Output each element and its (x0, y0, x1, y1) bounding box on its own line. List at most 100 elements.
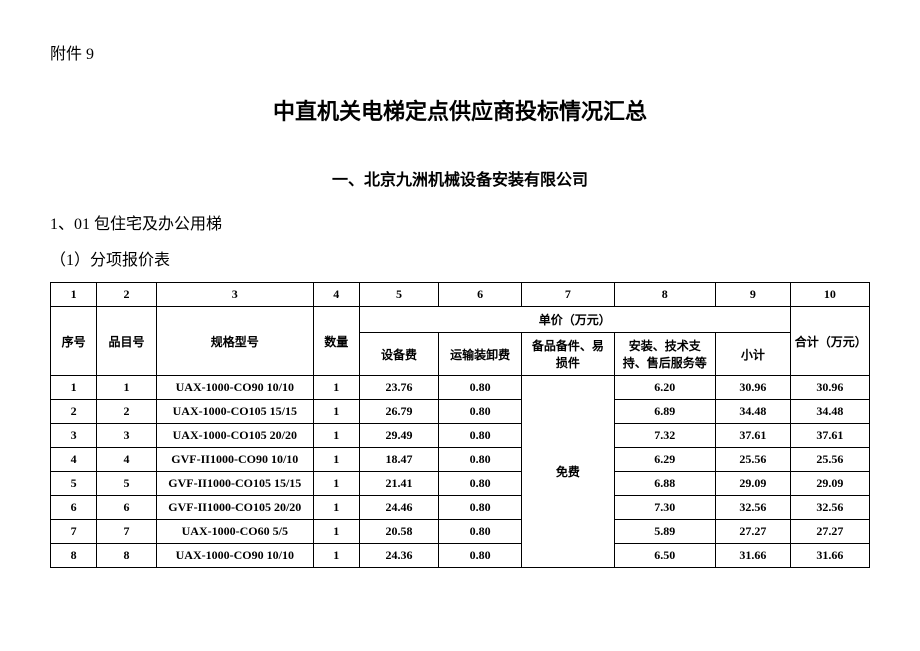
price-table: 1 2 3 4 5 6 7 8 9 10 序号 品目号 规格型号 数量 单价（万… (50, 282, 870, 568)
company-title: 一、北京九洲机械设备安装有限公司 (50, 166, 870, 190)
cell-total: 27.27 (790, 520, 869, 544)
main-title: 中直机关电梯定点供应商投标情况汇总 (50, 94, 870, 126)
cell-model: GVF-II1000-CO90 10/10 (156, 448, 313, 472)
section-label: 1、01 包住宅及办公用梯 (50, 210, 870, 234)
cell-sub: 25.56 (716, 448, 791, 472)
table-row: 88UAX-1000-CO90 10/10124.360.806.5031.66… (51, 544, 870, 568)
cell-sub: 32.56 (716, 496, 791, 520)
cell-qty: 1 (313, 520, 359, 544)
table-row: 33UAX-1000-CO105 20/20129.490.807.3237.6… (51, 424, 870, 448)
h-spare: 备品备件、易损件 (522, 333, 614, 376)
cell-total: 31.66 (790, 544, 869, 568)
cell-install: 6.29 (614, 448, 715, 472)
cell-install: 6.88 (614, 472, 715, 496)
cell-item: 2 (97, 400, 157, 424)
table-row: 44GVF-II1000-CO90 10/10118.470.806.2925.… (51, 448, 870, 472)
cell-seq: 6 (51, 496, 97, 520)
hn-10: 10 (790, 283, 869, 307)
table-row: 66GVF-II1000-CO105 20/20124.460.807.3032… (51, 496, 870, 520)
cell-trans: 0.80 (439, 424, 522, 448)
table-row: 22UAX-1000-CO105 15/15126.790.806.8934.4… (51, 400, 870, 424)
h-qty: 数量 (313, 307, 359, 376)
cell-equip: 21.41 (359, 472, 438, 496)
hn-7: 7 (522, 283, 614, 307)
h-subtotal: 小计 (716, 333, 791, 376)
cell-install: 6.20 (614, 376, 715, 400)
cell-equip: 29.49 (359, 424, 438, 448)
cell-seq: 5 (51, 472, 97, 496)
cell-sub: 30.96 (716, 376, 791, 400)
cell-total: 34.48 (790, 400, 869, 424)
cell-seq: 3 (51, 424, 97, 448)
cell-trans: 0.80 (439, 448, 522, 472)
table-row: 55GVF-II1000-CO105 15/15121.410.806.8829… (51, 472, 870, 496)
cell-model: UAX-1000-CO105 15/15 (156, 400, 313, 424)
cell-qty: 1 (313, 400, 359, 424)
hn-3: 3 (156, 283, 313, 307)
cell-total: 32.56 (790, 496, 869, 520)
hn-5: 5 (359, 283, 438, 307)
cell-free: 免费 (522, 376, 614, 568)
cell-qty: 1 (313, 544, 359, 568)
cell-sub: 31.66 (716, 544, 791, 568)
attachment-label: 附件 9 (50, 40, 870, 64)
table-row: 11UAX-1000-CO90 10/10123.760.80免费6.2030.… (51, 376, 870, 400)
cell-install: 6.89 (614, 400, 715, 424)
cell-equip: 23.76 (359, 376, 438, 400)
cell-seq: 8 (51, 544, 97, 568)
hn-9: 9 (716, 283, 791, 307)
cell-item: 4 (97, 448, 157, 472)
h-install: 安装、技术支持、售后服务等 (614, 333, 715, 376)
table-row: 77UAX-1000-CO60 5/5120.580.805.8927.2727… (51, 520, 870, 544)
cell-equip: 20.58 (359, 520, 438, 544)
cell-qty: 1 (313, 424, 359, 448)
cell-install: 5.89 (614, 520, 715, 544)
h-model: 规格型号 (156, 307, 313, 376)
cell-trans: 0.80 (439, 520, 522, 544)
cell-trans: 0.80 (439, 400, 522, 424)
cell-sub: 34.48 (716, 400, 791, 424)
cell-seq: 4 (51, 448, 97, 472)
cell-install: 6.50 (614, 544, 715, 568)
cell-total: 37.61 (790, 424, 869, 448)
cell-total: 29.09 (790, 472, 869, 496)
cell-equip: 24.46 (359, 496, 438, 520)
h-trans: 运输装卸费 (439, 333, 522, 376)
h-seq: 序号 (51, 307, 97, 376)
cell-install: 7.32 (614, 424, 715, 448)
cell-item: 7 (97, 520, 157, 544)
cell-model: UAX-1000-CO90 10/10 (156, 376, 313, 400)
cell-model: UAX-1000-CO60 5/5 (156, 520, 313, 544)
cell-trans: 0.80 (439, 496, 522, 520)
cell-qty: 1 (313, 376, 359, 400)
hn-1: 1 (51, 283, 97, 307)
cell-qty: 1 (313, 448, 359, 472)
cell-total: 25.56 (790, 448, 869, 472)
cell-seq: 1 (51, 376, 97, 400)
cell-equip: 24.36 (359, 544, 438, 568)
h-unitprice: 单价（万元） (359, 307, 790, 333)
h-equip: 设备费 (359, 333, 438, 376)
header-row-1: 序号 品目号 规格型号 数量 单价（万元） 合计（万元） (51, 307, 870, 333)
cell-trans: 0.80 (439, 376, 522, 400)
cell-sub: 37.61 (716, 424, 791, 448)
cell-equip: 26.79 (359, 400, 438, 424)
cell-model: UAX-1000-CO105 20/20 (156, 424, 313, 448)
h-itemno: 品目号 (97, 307, 157, 376)
cell-trans: 0.80 (439, 544, 522, 568)
cell-install: 7.30 (614, 496, 715, 520)
hn-2: 2 (97, 283, 157, 307)
cell-equip: 18.47 (359, 448, 438, 472)
hn-6: 6 (439, 283, 522, 307)
cell-item: 8 (97, 544, 157, 568)
cell-total: 30.96 (790, 376, 869, 400)
cell-item: 3 (97, 424, 157, 448)
cell-qty: 1 (313, 472, 359, 496)
hn-4: 4 (313, 283, 359, 307)
cell-seq: 2 (51, 400, 97, 424)
cell-qty: 1 (313, 496, 359, 520)
cell-item: 6 (97, 496, 157, 520)
cell-trans: 0.80 (439, 472, 522, 496)
cell-model: GVF-II1000-CO105 20/20 (156, 496, 313, 520)
cell-seq: 7 (51, 520, 97, 544)
